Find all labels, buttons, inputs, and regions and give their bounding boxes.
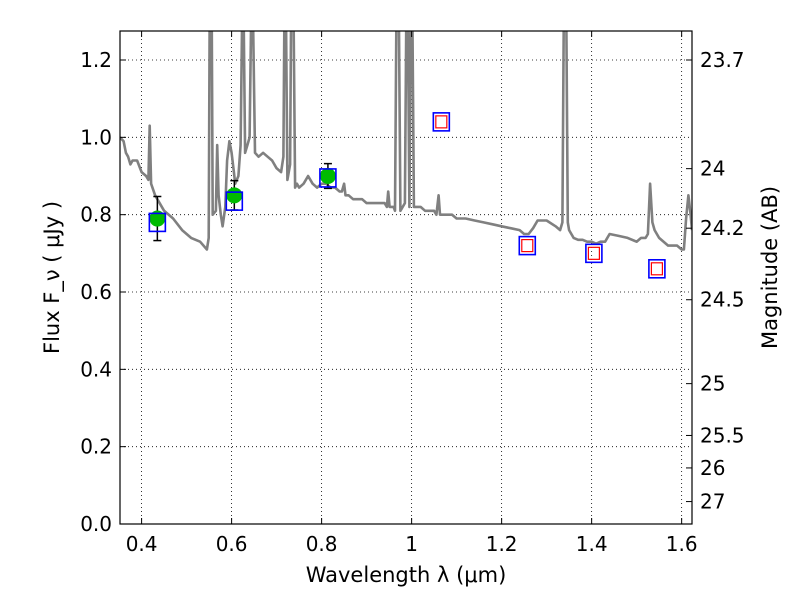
data-point-square-red bbox=[435, 115, 448, 129]
data-point-square-blue bbox=[518, 235, 537, 256]
data-point-square-blue bbox=[585, 243, 603, 264]
y-axis-label: Flux F_ν ( μJy ) bbox=[40, 201, 65, 354]
y-tick-label: 1.0 bbox=[80, 125, 112, 149]
x-tick-label: 1.4 bbox=[576, 532, 608, 556]
right-tick-label: 25 bbox=[700, 372, 725, 396]
right-tick-label: 24 bbox=[700, 157, 725, 181]
x-tick-label: 0.4 bbox=[126, 532, 158, 556]
right-tick-label: 25.5 bbox=[700, 423, 745, 447]
plot-frame bbox=[119, 30, 693, 525]
data-point-square-red bbox=[521, 239, 534, 253]
right-tick-label: 26 bbox=[700, 456, 725, 480]
y-tick-label: 1.2 bbox=[80, 48, 112, 72]
y-tick-label: 0.6 bbox=[80, 280, 112, 304]
data-point-square-blue bbox=[648, 258, 666, 279]
ticks-group: 0.4 0.6 0.8 1 1.2 1.4 1.6 0.0 0.2 0.4 0.6 0.8 1.0 1.2… bbox=[80, 31, 745, 556]
data-point-square-red bbox=[650, 262, 663, 276]
y-tick-label: 0.2 bbox=[80, 435, 112, 459]
data-point-square-red bbox=[587, 246, 600, 260]
right-tick-label: 24.2 bbox=[700, 216, 745, 240]
x-tick-label: 0.8 bbox=[306, 532, 338, 556]
y-tick-label: 0.0 bbox=[80, 512, 112, 536]
data-point-circle bbox=[226, 187, 243, 204]
x-tick-label: 0.6 bbox=[216, 532, 248, 556]
spectrum-line bbox=[120, 31, 692, 251]
right-tick-label: 24.5 bbox=[700, 288, 745, 312]
right-tick-label: 23.7 bbox=[700, 48, 745, 72]
right-y-axis-label: Magnitude (AB) bbox=[758, 186, 782, 349]
y-tick-label: 0.4 bbox=[80, 357, 112, 381]
data-point-circle bbox=[319, 168, 336, 184]
data-point-square-blue bbox=[148, 212, 167, 233]
data-point-square-blue bbox=[225, 191, 244, 211]
x-axis-label: Wavelength λ (μm) bbox=[306, 563, 507, 587]
x-tick-label: 1.6 bbox=[666, 532, 698, 556]
x-tick-label: 1 bbox=[405, 532, 418, 556]
data-point-circle bbox=[149, 210, 166, 227]
data-point-square-blue bbox=[432, 112, 451, 132]
y-tick-label: 0.8 bbox=[80, 203, 112, 227]
markers-group bbox=[148, 112, 666, 279]
spectrum-line-group bbox=[120, 31, 692, 251]
right-tick-label: 27 bbox=[700, 490, 725, 514]
data-point-square-blue bbox=[319, 168, 337, 188]
x-tick-label: 1.2 bbox=[486, 532, 518, 556]
